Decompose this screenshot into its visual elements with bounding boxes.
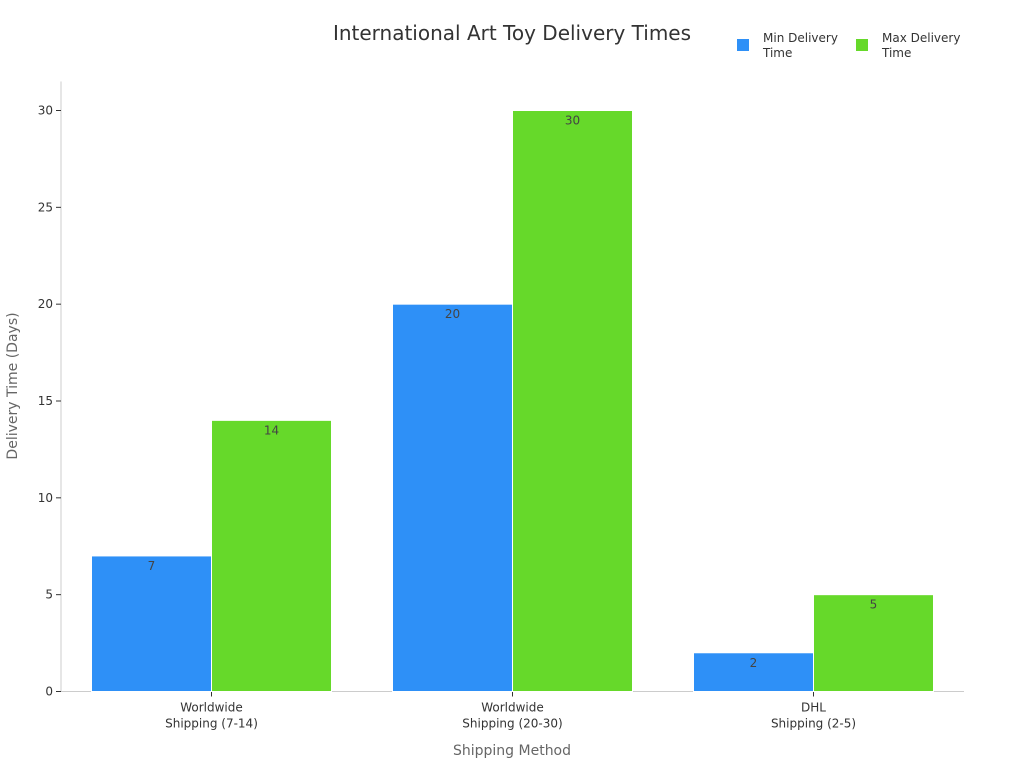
- x-tick-label-line: Shipping (2-5): [771, 717, 856, 731]
- legend-label-line: Min Delivery: [763, 31, 838, 45]
- bars: [91, 110, 934, 693]
- y-tick-label: 0: [45, 685, 53, 699]
- y-axis-title: Delivery Time (Days): [5, 312, 21, 459]
- legend-label: Min Delivery Time: [762, 31, 838, 60]
- bar: [91, 555, 212, 693]
- bar: [512, 110, 633, 692]
- bar: [813, 594, 934, 693]
- x-tick-label: Worldwide Shipping (20-30): [462, 701, 562, 731]
- legend-label-line: Time: [762, 46, 792, 60]
- x-axis: Worldwide Shipping (7-14) Worldwide Shippin…: [61, 691, 964, 731]
- data-label: 20: [445, 307, 460, 321]
- bar: [392, 303, 513, 692]
- y-tick-label: 5: [45, 588, 53, 602]
- data-label: 14: [264, 423, 279, 437]
- y-tick-label: 25: [38, 200, 53, 214]
- chart-title: International Art Toy Delivery Times: [333, 21, 691, 45]
- x-tick-label-line: DHL: [801, 701, 826, 715]
- y-tick-label: 10: [38, 491, 53, 505]
- y-axis: 0 5 10 15 20 25 30: [38, 81, 62, 699]
- data-label: 2: [750, 656, 758, 670]
- legend-label-line: Time: [881, 46, 911, 60]
- x-tick-label-line: Shipping (7-14): [165, 717, 258, 731]
- legend-swatch: [737, 39, 749, 51]
- data-label: 30: [565, 114, 580, 128]
- legend-label: Max Delivery Time: [881, 31, 960, 60]
- x-tick-label-line: Shipping (20-30): [462, 717, 562, 731]
- x-tick-label-line: Worldwide: [481, 701, 544, 715]
- x-axis-title: Shipping Method: [453, 743, 571, 759]
- x-tick-label: Worldwide Shipping (7-14): [165, 701, 258, 731]
- y-tick-label: 20: [38, 297, 53, 311]
- bar: [211, 419, 332, 692]
- legend-label-line: Max Delivery: [882, 31, 960, 45]
- legend-swatch: [856, 39, 868, 51]
- y-tick-label: 30: [38, 104, 53, 118]
- data-labels: 7 14 20 30 2 5: [148, 114, 878, 670]
- data-label: 7: [148, 559, 156, 573]
- bar: [693, 652, 814, 692]
- y-tick-label: 15: [38, 394, 53, 408]
- x-tick-label-line: Worldwide: [180, 701, 243, 715]
- x-tick-label: DHL Shipping (2-5): [771, 701, 856, 731]
- data-label: 5: [870, 598, 878, 612]
